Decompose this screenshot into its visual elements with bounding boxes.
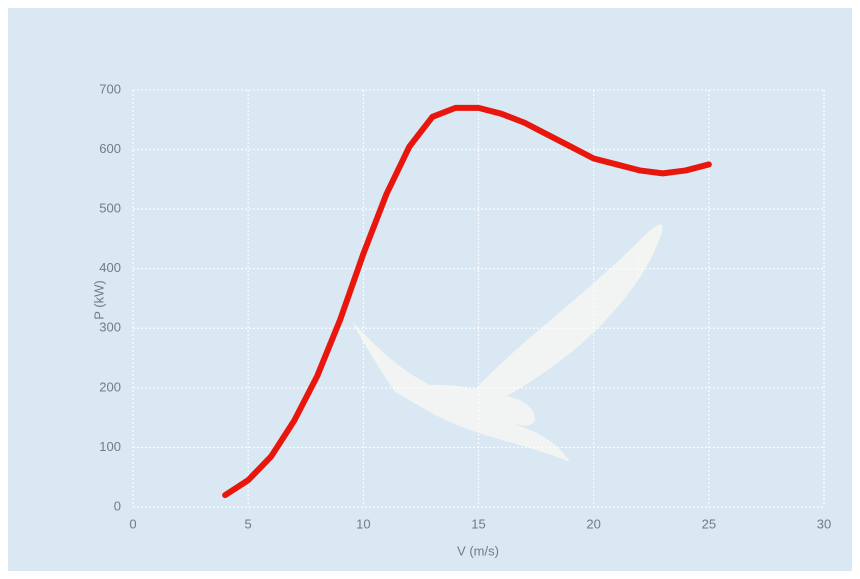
y-tick-label: 400 [99,260,121,275]
chart-background [8,8,852,571]
y-tick-label: 100 [99,439,121,454]
y-tick-label: 200 [99,379,121,394]
power-curve [222,104,712,499]
y-tick-label: 0 [114,498,121,513]
bird-illustration [352,224,663,462]
y-tick-label: 700 [99,81,121,96]
bird-body [352,322,570,462]
bird-wing [470,224,663,405]
x-tick-label: 25 [702,516,716,531]
x-tick-label: 10 [356,516,370,531]
x-tick-label: 0 [129,516,136,531]
x-tick-label: 30 [817,516,831,531]
bird-wing-lower [400,384,535,426]
y-tick-label: 500 [99,201,121,216]
y-tick-label: 300 [99,320,121,335]
x-tick-label: 15 [471,516,485,531]
x-axis-label: V (m/s) [457,543,499,558]
y-axis-label: P (kW) [91,280,106,319]
y-tick-label: 600 [99,141,121,156]
x-tick-label: 20 [586,516,600,531]
x-tick-label: 5 [245,516,252,531]
